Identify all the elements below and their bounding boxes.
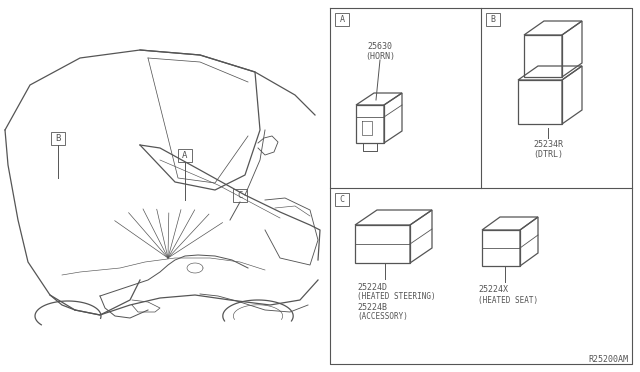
Text: B: B: [490, 15, 495, 24]
Bar: [233, 189, 247, 202]
Bar: [335, 193, 349, 206]
Text: (DTRL): (DTRL): [533, 150, 563, 158]
Text: 25234R: 25234R: [533, 140, 563, 148]
Text: C: C: [339, 195, 344, 204]
Bar: [51, 131, 65, 144]
Text: R25200AM: R25200AM: [588, 356, 628, 365]
Bar: [335, 13, 349, 26]
Text: 25224X: 25224X: [478, 285, 508, 295]
Bar: [178, 148, 192, 161]
Text: 25224B: 25224B: [357, 302, 387, 311]
Text: (HORN): (HORN): [365, 51, 395, 61]
Text: A: A: [339, 15, 344, 24]
Text: (ACCESSORY): (ACCESSORY): [357, 312, 408, 321]
Text: A: A: [182, 151, 188, 160]
Text: B: B: [55, 134, 61, 142]
Text: (HEATED SEAT): (HEATED SEAT): [478, 295, 538, 305]
Text: C: C: [237, 190, 243, 199]
Text: 25224D: 25224D: [357, 282, 387, 292]
Text: (HEATED STEERING): (HEATED STEERING): [357, 292, 436, 301]
Text: 25630: 25630: [367, 42, 392, 51]
Bar: [486, 13, 500, 26]
